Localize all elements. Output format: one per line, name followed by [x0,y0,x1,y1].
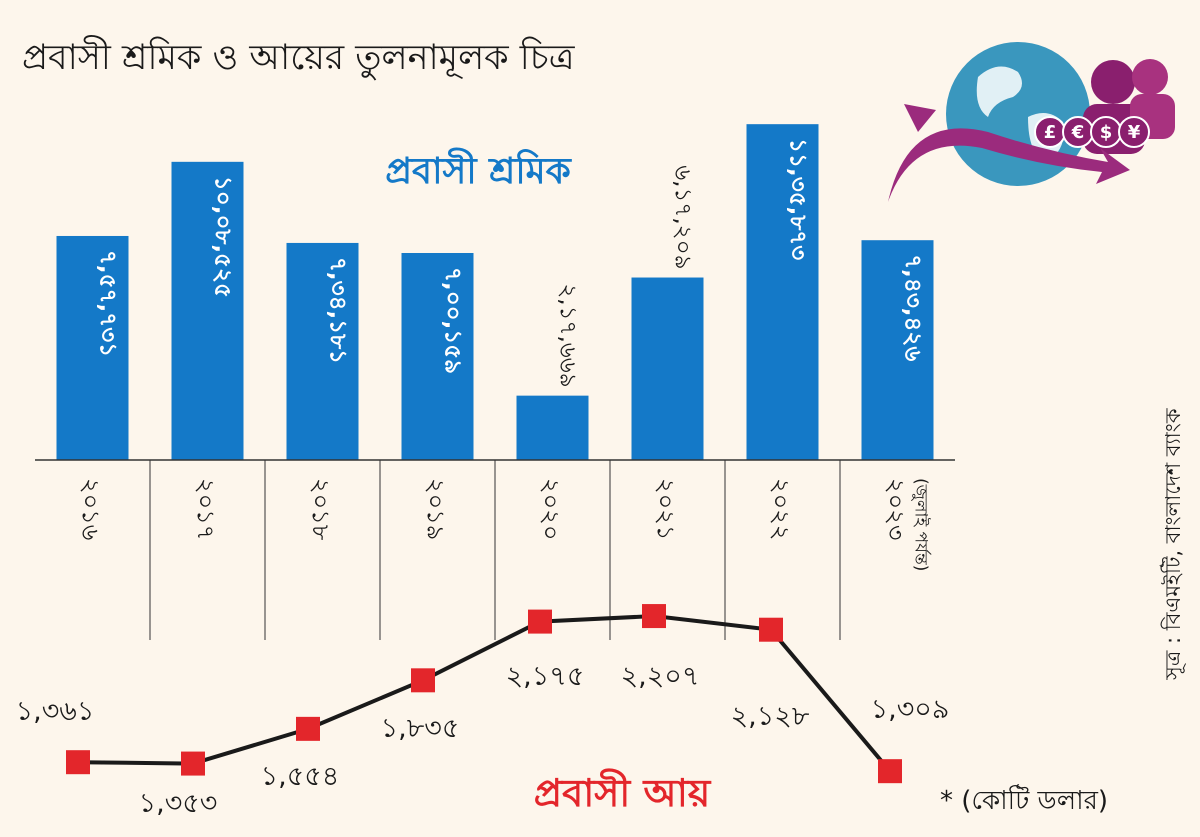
bar-value-label-3: ৭,০০,১৫৯ [440,267,466,374]
line-value-label-2: ১,৫৫৪ [261,761,340,792]
bar-value-label-6: ১১,৩৫,৮৭৩ [785,138,811,260]
svg-text:¥: ¥ [1128,122,1141,143]
bar-0 [56,235,129,460]
line-value-label-4: ২,১৭৫ [506,661,585,692]
year-label-2: ২০১৮ [307,478,335,541]
svg-text:€: € [1071,122,1085,143]
bar-4 [516,395,589,460]
year-label-5: ২০২১ [652,478,680,540]
bar-7 [861,240,934,460]
line-point-3 [411,668,435,693]
year-label-4: ২০২০ [537,478,565,540]
line-value-label-3: ১,৮৩৫ [381,713,460,744]
line-point-7 [878,759,902,784]
svg-text:£: £ [1044,122,1057,143]
line-point-1 [181,751,205,776]
line-value-label-0: ১,৩৬১ [16,696,95,727]
bar-3 [401,252,474,460]
bar-value-label-1: ১০,০৮,৫২৫ [210,176,236,298]
bar-value-label-4: ২,১৭,৬৬৯ [555,283,581,387]
line-value-label-1: ১,৩৫৩ [139,788,218,819]
line-path [77,614,892,773]
bar-value-label-2: ৭,৩৪,১৮১ [325,257,351,364]
year-label-0: ২০১৬ [77,478,105,540]
line-point-0 [66,750,90,775]
line-point-5 [642,604,666,629]
bar-value-label-0: ৭,৫৭,৭৩১ [95,250,121,357]
page-title: প্রবাসী শ্রমিক ও আয়ের তুলনামূলক চিত্র [22,38,575,78]
year-labels: ২০১৬ ২০১৭ ২০১৮ ২০১৯ ২০২০ ২০২১ ২০২২ ২০২৩ (জুলাই প… [77,478,932,571]
bar-5 [631,277,704,460]
year-label-6: ২০২২ [767,478,795,540]
line-value-label-6: ২,১২৮ [731,701,810,732]
bar-value-label-5: ৬,১৭,২০৯ [670,165,696,269]
globe-money-logo: £ € $ ¥ [888,42,1175,202]
bar-6 [746,124,819,460]
line-point-6 [759,617,783,642]
bar-2 [286,242,359,460]
year-dividers [149,460,841,640]
bar-series: ৭,৫৭,৭৩১ ১০,০৮,৫২৫ ৭,৩৪,১৮১ ৭,০০,১৫৯ ২,১৭,৬৬… [56,124,934,460]
bar-1 [171,161,244,460]
year-label-3: ২০১৯ [422,478,450,540]
svg-text:$: $ [1100,122,1113,143]
bar-chart-title: প্রবাসী শ্রমিক [385,147,572,192]
line-point-2 [296,716,320,741]
unit-note: * (কোটি ডলার) [940,786,1109,816]
line-value-label-7: ১,৩০৯ [871,694,950,725]
line-series: ১,৩৬১ ১,৩৫৩ ১,৫৫৪ ১,৮৩৫ ২,১৭৫ ২,২০৭ ২,১২৮ ১,৩০৯ [16,604,950,819]
line-point-4 [528,609,552,634]
line-value-label-5: ২,২০৭ [621,661,700,692]
source-text: সূত্র : বিএমইটি, বাংলাদেশ ব্যাংক [1160,408,1185,680]
year-label-7: ২০২৩ [882,478,910,540]
line-chart-title: প্রবাসী আয় [534,768,712,815]
year-note-7: (জুলাই পর্যন্ত) [911,478,932,571]
year-label-1: ২০১৭ [192,478,220,540]
source-note: সূত্র : বিএমইটি, বাংলাদেশ ব্যাংক [1160,408,1185,680]
bar-value-label-7: ৭,৪৩,৪২৬ [900,254,926,361]
